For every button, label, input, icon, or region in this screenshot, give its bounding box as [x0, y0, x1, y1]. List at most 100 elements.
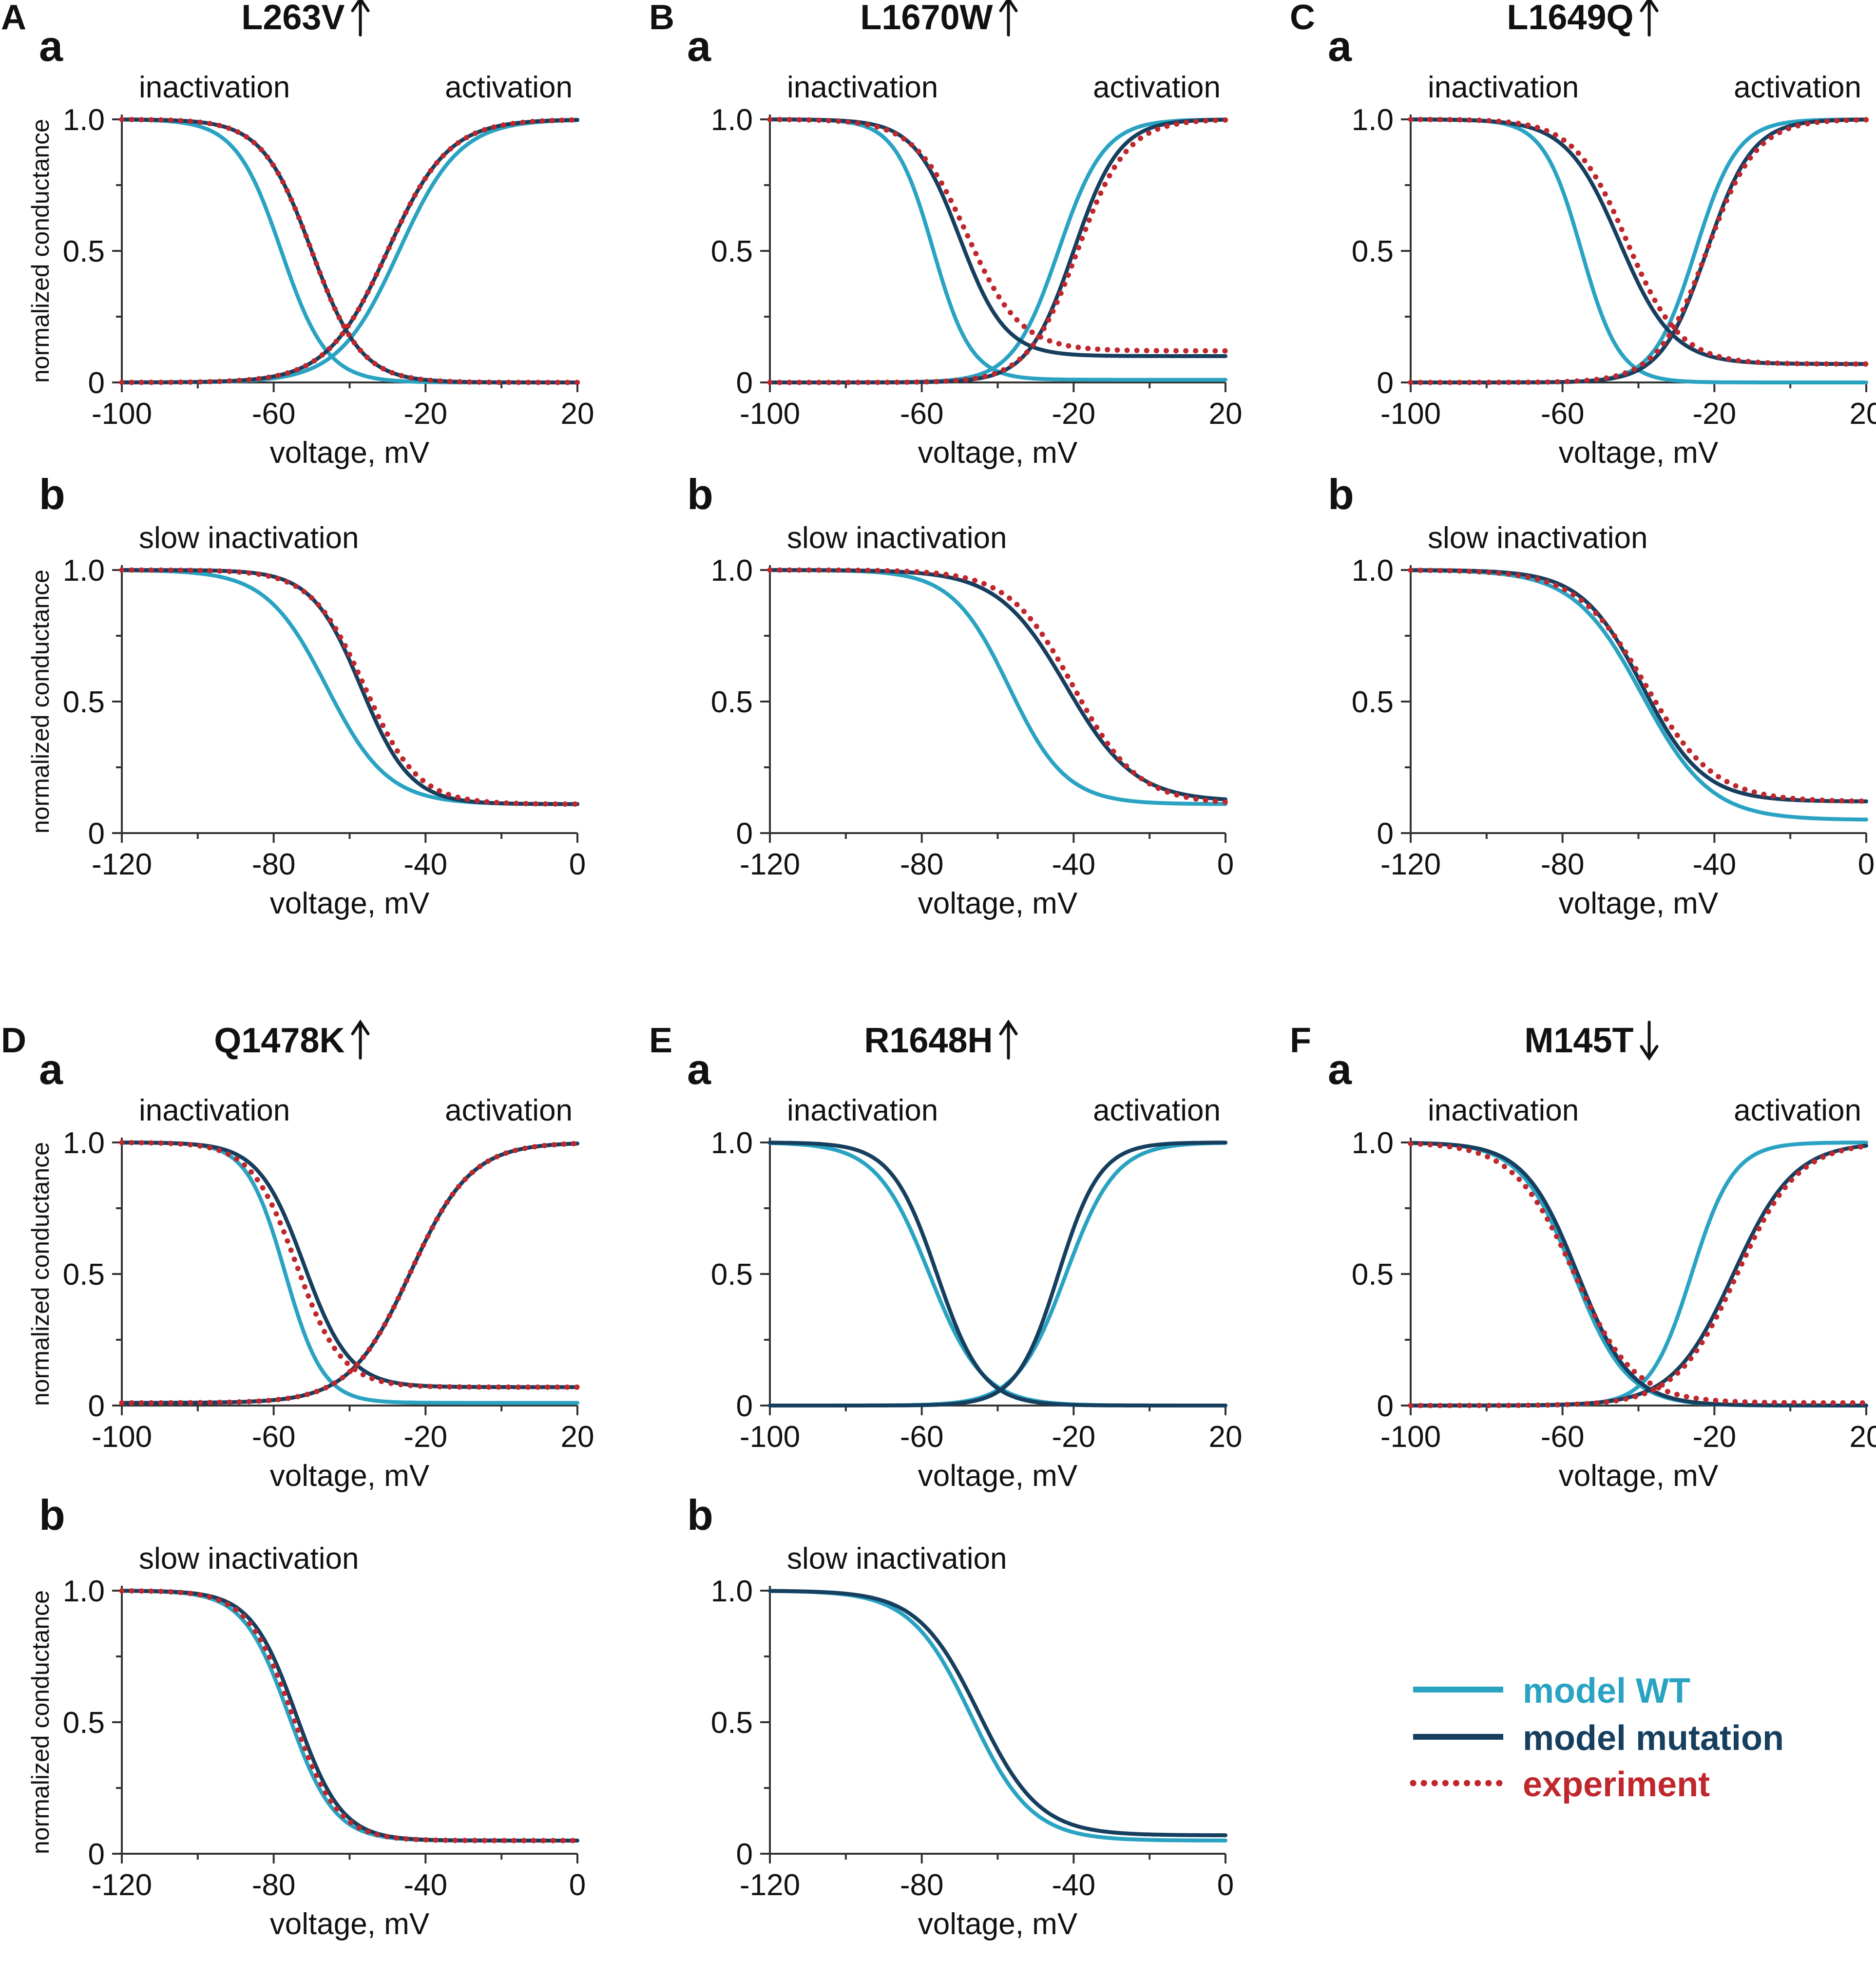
chart-cb-y-tick-label: 1.0 — [1352, 554, 1394, 588]
chart-bb-experiment-inactivation-curve — [767, 567, 1228, 805]
chart-eb-annotation-slow-inactivation: slow inactivation — [787, 1542, 1007, 1576]
chart-ba-x-tick-label: -100 — [740, 397, 800, 431]
chart-ba-y-tick-label: 1.0 — [711, 103, 753, 137]
chart-eb-wt-inactivation-curve — [768, 1589, 1227, 1843]
chart-fa-wt-inactivation-curve — [1409, 1141, 1868, 1407]
chart-eb-mutation-inactivation-curve — [768, 1589, 1227, 1838]
chart-Cb: -120 -80 -40 0 0 0.5 1.0 voltage, mV slow inacti… — [1328, 470, 1875, 920]
chart-da-y-tick-label: 0.5 — [63, 1258, 105, 1292]
chart-db-mutation-inactivation-curve — [120, 1589, 579, 1843]
chart-ea-x-tick-label: -20 — [1052, 1420, 1096, 1454]
chart-ea-y-tick-label: 1.0 — [711, 1126, 753, 1160]
chart-Ca: -100 -60 -20 20 0 0.5 1.0 voltage, mV inactivati… — [1290, 0, 1876, 470]
chart-Fa: -100 -60 -20 20 0 0.5 1.0 voltage, mV inactivati… — [1290, 1021, 1876, 1493]
chart-bb-y-tick-label: 0 — [736, 817, 753, 851]
chart-aa-x-tick-label: -20 — [404, 397, 448, 431]
chart-eb-y-tick-label: 0.5 — [711, 1706, 753, 1740]
chart-eb-y-tick-label: 1.0 — [711, 1575, 753, 1608]
chart-ea-panel-letter: E — [649, 1021, 672, 1060]
chart-ba-x-tick-label: -60 — [900, 397, 944, 431]
chart-bb-x-tick-label: -80 — [900, 848, 944, 881]
chart-ca-experiment-inactivation-curve — [1408, 116, 1869, 367]
legend-wt-label: model WT — [1523, 1672, 1690, 1711]
chart-bb-sublabel: b — [687, 470, 713, 518]
chart-aa-y-tick-label: 0.5 — [63, 235, 105, 268]
chart-aa-mutation-inactivation-curve — [120, 117, 579, 384]
chart-aa-arrow-up-icon — [351, 0, 370, 37]
chart-fa-x-tick-label: -60 — [1541, 1420, 1585, 1454]
chart-fa-experiment-activation-curve — [1408, 1143, 1869, 1408]
legend: model WT model mutation experiment — [1410, 1672, 1784, 1804]
chart-ab-sublabel: b — [39, 470, 65, 518]
chart-da-experiment-inactivation-curve — [119, 1140, 580, 1390]
chart-fa-annotation-activation: activation — [1734, 1094, 1861, 1127]
chart-db-y-tick-label: 0 — [88, 1838, 105, 1871]
chart-aa-y-tick-label: 0 — [88, 366, 105, 400]
chart-fa-y-tick-label: 1.0 — [1352, 1126, 1394, 1160]
chart-eb-x-tick-label: -80 — [900, 1868, 944, 1902]
chart-ba-sublabel: a — [687, 22, 711, 70]
chart-ea-xlabel: voltage, mV — [918, 1459, 1078, 1493]
chart-ca-panel-letter: C — [1290, 0, 1315, 37]
chart-da-y-tick-label: 1.0 — [63, 1126, 105, 1160]
chart-fa-x-tick-label: -100 — [1380, 1420, 1441, 1454]
chart-db-x-tick-label: -120 — [92, 1868, 152, 1902]
chart-db-x-tick-label: -40 — [404, 1868, 448, 1902]
chart-ca-y-tick-label: 0.5 — [1352, 235, 1394, 268]
chart-ea-title: R1648H — [864, 1021, 993, 1060]
chart-ea-annotation-activation: activation — [1093, 1094, 1221, 1127]
chart-Aa: -100 -60 -20 20 0 0.5 1.0 voltage, mV normalized… — [1, 0, 594, 470]
chart-db-ylabel: normalized conductance — [27, 1590, 54, 1854]
chart-ca-wt-inactivation-curve — [1409, 117, 1868, 384]
chart-ca-experiment-activation-curve — [1408, 117, 1869, 385]
chart-aa-experiment-activation-curve — [119, 117, 580, 385]
chart-ea-y-tick-label: 0.5 — [711, 1258, 753, 1292]
chart-ba-title: L1670W — [860, 0, 993, 37]
chart-cb-experiment-inactivation-curve — [1408, 568, 1869, 804]
chart-ab-x-tick-label: 0 — [569, 848, 586, 881]
chart-fa-x-tick-label: -20 — [1693, 1420, 1737, 1454]
chart-ab-x-tick-label: -120 — [92, 848, 152, 881]
chart-ea-wt-inactivation-curve — [768, 1141, 1227, 1407]
chart-Ba: -100 -60 -20 20 0 0.5 1.0 voltage, mV inactivati… — [649, 0, 1242, 470]
chart-ca-x-tick-label: -100 — [1380, 397, 1441, 431]
chart-db-x-tick-label: -80 — [252, 1868, 296, 1902]
chart-Ab: -120 -80 -40 0 0 0.5 1.0 voltage, mV normalized … — [27, 470, 586, 920]
chart-aa-x-tick-label: -100 — [92, 397, 152, 431]
chart-ab-y-tick-label: 0.5 — [63, 685, 105, 719]
chart-da-mutation-inactivation-curve — [120, 1141, 579, 1389]
chart-aa-y-tick-label: 1.0 — [63, 103, 105, 137]
chart-da-annotation-activation: activation — [445, 1094, 573, 1127]
chart-ba-experiment-inactivation-curve — [767, 116, 1228, 354]
chart-ea-wt-activation-curve — [768, 1141, 1227, 1407]
chart-da-y-tick-label: 0 — [88, 1389, 105, 1423]
chart-da-experiment-activation-curve — [119, 1141, 580, 1406]
chart-fa-experiment-inactivation-curve — [1408, 1141, 1869, 1406]
chart-ea-sublabel: a — [687, 1045, 711, 1093]
chart-eb-x-tick-label: 0 — [1217, 1868, 1234, 1902]
chart-aa-mutation-activation-curve — [120, 118, 579, 384]
chart-db-y-tick-label: 0.5 — [63, 1706, 105, 1740]
chart-da-x-tick-label: 20 — [561, 1420, 594, 1454]
chart-db-y-tick-label: 1.0 — [63, 1575, 105, 1608]
chart-db-experiment-inactivation-curve — [119, 1588, 580, 1844]
chart-bb-x-tick-label: 0 — [1217, 848, 1234, 881]
chart-ab-ylabel: normalized conductance — [27, 570, 54, 834]
chart-cb-x-tick-label: -120 — [1380, 848, 1441, 881]
chart-db-sublabel: b — [39, 1491, 65, 1539]
chart-fa-mutation-activation-curve — [1409, 1143, 1868, 1407]
chart-Ea: -100 -60 -20 20 0 0.5 1.0 voltage, mV inactivati… — [649, 1019, 1242, 1493]
chart-ea-x-tick-label: -60 — [900, 1420, 944, 1454]
chart-da-x-tick-label: -100 — [92, 1420, 152, 1454]
chart-ca-mutation-activation-curve — [1409, 117, 1868, 384]
chart-ab-xlabel: voltage, mV — [270, 887, 430, 920]
chart-bb-y-tick-label: 1.0 — [711, 554, 753, 588]
chart-ba-annotation-inactivation: inactivation — [787, 71, 938, 104]
chart-da-arrow-up-icon — [351, 1019, 370, 1060]
chart-aa-title: L263V — [241, 0, 345, 37]
chart-ca-xlabel: voltage, mV — [1559, 436, 1719, 470]
chart-ca-annotation-inactivation: inactivation — [1428, 71, 1579, 104]
chart-ca-y-tick-label: 0 — [1377, 366, 1394, 400]
chart-da-xlabel: voltage, mV — [270, 1459, 430, 1493]
